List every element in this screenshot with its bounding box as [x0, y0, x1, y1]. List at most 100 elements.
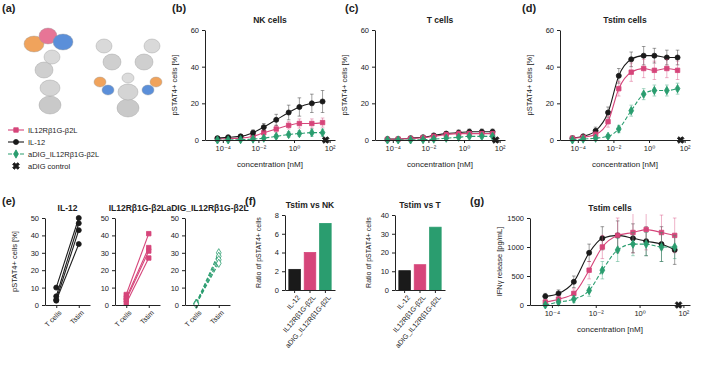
y-axis-title: Ratio of pSTAT4+ cells [365, 217, 373, 288]
tick-mark [294, 140, 295, 143]
marker [194, 299, 199, 307]
marker [76, 242, 81, 247]
tick-mark [112, 253, 115, 254]
error-bar [629, 63, 633, 81]
axis-line [285, 216, 286, 291]
tick-mark [420, 290, 421, 293]
tick-label: 10⁰ [634, 309, 645, 318]
tick: aDIG_IL12Rβ1G-β2L [284, 290, 333, 350]
tick-label: 8 [275, 211, 279, 220]
tick: 10² [678, 305, 689, 318]
bar [320, 223, 332, 290]
tick-mark [557, 67, 560, 68]
error-cap [587, 261, 591, 262]
tick-label: 30 [31, 249, 39, 258]
chart-title: IL12Rβ1G-β2L [109, 203, 167, 213]
tick-label: 30 [381, 230, 389, 239]
marker [615, 246, 620, 254]
tick: 10⁻⁴ [545, 305, 561, 318]
tick-label: 20 [101, 266, 109, 275]
tick: 40 [101, 231, 115, 240]
panel: 01020304050T cellsTstimaDIG_IL12Rβ1G-β2L [166, 203, 248, 328]
structure-blob [144, 39, 160, 53]
plot-area [215, 91, 331, 145]
tick: 10⁰ [289, 140, 300, 153]
tick-mark [392, 234, 395, 235]
error-cap [665, 77, 669, 78]
tick-mark [596, 305, 597, 308]
tick-label: aDIG_IL12Rβ1G-β2L [394, 294, 443, 350]
marker [309, 101, 314, 106]
tick-mark [112, 235, 115, 236]
marker [431, 135, 436, 143]
error-cap [631, 232, 635, 233]
tick: aDIG_IL12Rβ1G-β2L [394, 290, 443, 350]
tick-mark [578, 140, 579, 143]
tick: 1000 [507, 243, 530, 252]
marker [644, 227, 648, 231]
error-cap [310, 112, 314, 113]
tick-mark [182, 218, 185, 219]
error-bar [642, 89, 646, 100]
tick-label: Tstim [69, 309, 86, 326]
error-bar [644, 227, 648, 256]
error-bar [601, 235, 605, 258]
error-cap [601, 278, 605, 279]
tick: 50 [101, 214, 115, 223]
tick: 10⁻² [252, 140, 267, 153]
error-bar [673, 235, 677, 258]
marker [320, 120, 324, 124]
error-cap [673, 218, 677, 219]
y-axis-title: pSTAT4+ cells [%] [340, 55, 349, 116]
tick: 20 [171, 266, 185, 275]
tick-label: 10⁰ [459, 144, 470, 153]
error-bar [642, 59, 646, 77]
tick-label: 0 [175, 301, 179, 310]
axis: IL-12IL12Rβ1G-β2LaDIG_IL12Rβ1G-β2L [392, 290, 446, 350]
marker [286, 123, 290, 127]
tick: 10⁰ [459, 140, 470, 153]
error-cap [644, 255, 648, 256]
error-cap [287, 129, 291, 130]
bar [430, 227, 442, 290]
tick-mark [42, 253, 45, 254]
tick-label: 10 [171, 284, 179, 293]
tick-mark [464, 140, 465, 143]
tick-label: 30 [101, 249, 109, 258]
panel-label: (d) [522, 2, 536, 14]
error-cap [262, 130, 266, 131]
error-bar [310, 119, 314, 128]
tick: 6 [275, 230, 285, 239]
error-cap [653, 96, 657, 97]
marker [76, 215, 81, 220]
marker [616, 73, 621, 78]
axis: IL-12IL12Rβ1G-β2LaDIG_IL12Rβ1G-β2L [282, 290, 336, 350]
tick: 10⁰ [634, 305, 645, 318]
tick: 10 [31, 284, 45, 293]
tick: 10² [680, 140, 691, 153]
marker [321, 135, 331, 144]
tick-mark [56, 305, 57, 308]
tick: 20 [361, 99, 375, 108]
error-cap [587, 296, 591, 297]
structure-blob [35, 62, 53, 78]
tick-label: 1500 [507, 214, 524, 223]
tick: 10⁻⁴ [571, 140, 587, 153]
tick-mark [372, 67, 375, 68]
error-cap [660, 215, 664, 216]
x-axis-title: concentration [nM] [237, 160, 303, 169]
error-bar [287, 122, 291, 129]
marker [286, 130, 291, 138]
series-line [387, 136, 492, 140]
structure-blob [118, 84, 138, 100]
tick-mark [126, 305, 127, 308]
tick: 10⁻² [589, 305, 604, 318]
error-cap [601, 226, 605, 227]
tick-mark [112, 270, 115, 271]
tick-mark [392, 215, 395, 216]
error-cap [572, 276, 576, 277]
bar [289, 269, 301, 290]
tick-label: 60 [546, 26, 554, 35]
tick-label: 40 [31, 231, 39, 240]
tick-mark [112, 288, 115, 289]
